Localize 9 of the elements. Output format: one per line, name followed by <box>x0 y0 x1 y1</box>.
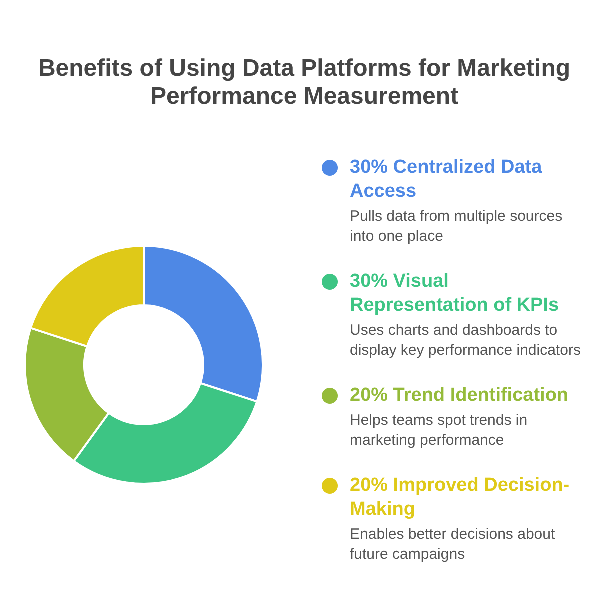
text: Uses charts and dashboards to display key performance indicators <box>350 320 582 360</box>
legend-label: 30% Visual Representation of KPIs <box>350 270 560 318</box>
legend-label: 20% Trend Identification <box>350 384 570 408</box>
text: Pulls data from multiple sources into one place <box>350 206 564 246</box>
legend-label: 20% Improved Decision-Making <box>350 474 571 522</box>
legend-label: 30% Centralized Data Access <box>350 156 544 204</box>
chart-title: Benefits of Using Data Platforms for Marketing Performance Measurement <box>37 55 572 111</box>
text: Enables better decisions about future campaigns <box>350 524 556 564</box>
text: Helps teams spot trends in marketing performance <box>350 410 529 450</box>
